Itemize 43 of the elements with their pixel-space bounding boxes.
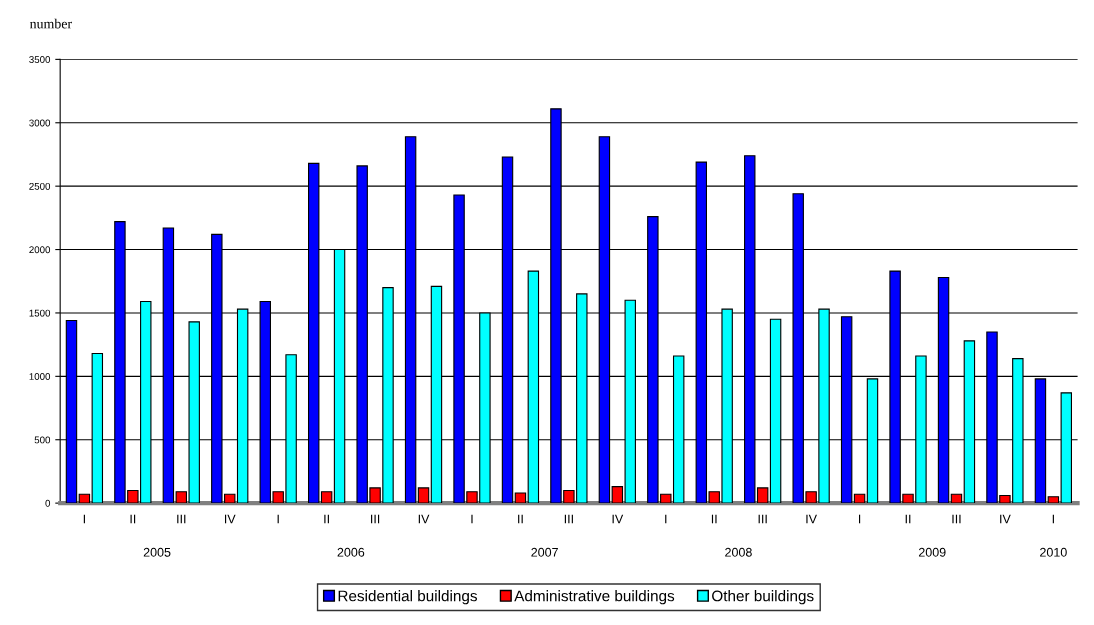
y-tick-label: 1000 (29, 373, 51, 380)
legend-label: Residential buildings (338, 590, 477, 605)
legend-label: Administrative buildings (514, 590, 675, 605)
x-tick-label: IV (224, 514, 236, 524)
x-tick-label: II (518, 514, 523, 524)
y-tick-label: 0 (45, 499, 51, 507)
y-tick-label: 2000 (29, 246, 51, 254)
bar (853, 493, 866, 504)
x-tick-label: IV (806, 514, 817, 524)
x-tick-label: III (952, 514, 961, 524)
x-tick-label: I (858, 514, 861, 524)
y-tick-label: 3500 (29, 56, 51, 63)
text: 2006 (337, 547, 365, 557)
text: 2005 (143, 547, 171, 557)
y-tick-label: 2500 (29, 182, 51, 190)
x-tick-label: III (371, 514, 380, 524)
x-tick-label: II (711, 514, 717, 524)
x-tick-label: II (130, 514, 136, 524)
text: 2008 (725, 547, 752, 557)
legend-label: Other buildings (712, 590, 814, 605)
x-tick-label: IV (418, 514, 430, 524)
x-tick-label: I (83, 514, 85, 524)
x-tick-label: I (665, 514, 667, 524)
text: 2007 (531, 547, 558, 557)
x-tick-label: I (1052, 514, 1054, 524)
x-tick-label: II (905, 514, 911, 524)
y-axis-title: number (29, 18, 72, 29)
x-tick-label: III (177, 514, 186, 524)
bar (417, 487, 430, 504)
x-tick-label: IV (1000, 514, 1011, 524)
y-tick-label: 500 (34, 436, 51, 444)
y-tick-label: 3000 (29, 119, 51, 127)
x-tick-label: III (758, 514, 767, 524)
text: 2009 (918, 547, 946, 557)
bar (950, 493, 963, 504)
x-tick-label: IV (612, 514, 624, 524)
x-tick-label: II (324, 514, 329, 524)
x-tick-label: III (564, 514, 573, 524)
bar (514, 492, 527, 504)
y-tick-label: 1500 (29, 309, 51, 317)
x-tick-label: I (471, 514, 473, 524)
text: 2010 (1040, 547, 1067, 557)
x-tick-label: I (277, 514, 279, 524)
